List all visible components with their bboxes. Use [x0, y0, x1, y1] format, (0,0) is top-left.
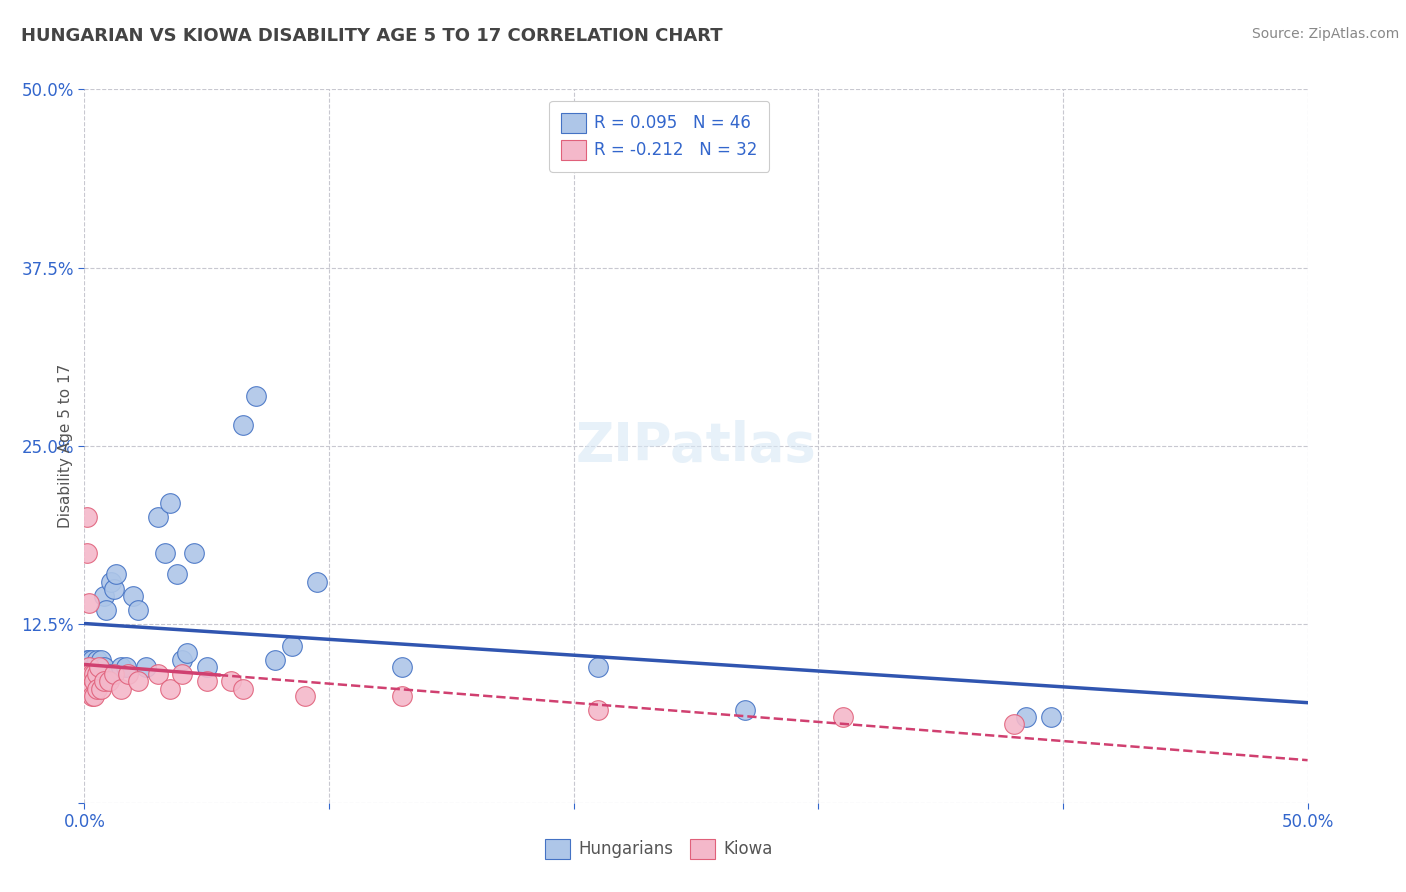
Point [159, 681, 181, 696]
Point [153, 546, 176, 560]
Point [80, 681, 103, 696]
Point [77, 667, 100, 681]
Point [264, 653, 287, 667]
Point [87, 660, 110, 674]
Point [117, 667, 139, 681]
Point [586, 703, 609, 717]
Text: ZIPatlas: ZIPatlas [575, 420, 817, 472]
Y-axis label: Disability Age 5 to 17: Disability Age 5 to 17 [58, 364, 73, 528]
Point [183, 546, 205, 560]
Point [110, 660, 132, 674]
Point [86, 681, 108, 696]
Point [1039, 710, 1062, 724]
Point [127, 674, 149, 689]
Point [734, 703, 756, 717]
Point [77, 653, 100, 667]
Point [172, 653, 194, 667]
Point [146, 667, 169, 681]
Point [90, 667, 112, 681]
Legend: Hungarians, Kiowa: Hungarians, Kiowa [538, 832, 780, 866]
Point [219, 674, 242, 689]
Point [122, 589, 145, 603]
Point [90, 653, 112, 667]
Point [76, 510, 98, 524]
Point [80, 653, 103, 667]
Point [245, 389, 267, 403]
Point [80, 660, 103, 674]
Point [176, 646, 198, 660]
Point [232, 417, 254, 432]
Point [77, 660, 100, 674]
Point [83, 667, 105, 681]
Point [305, 574, 328, 589]
Point [103, 582, 125, 596]
Point [1015, 710, 1038, 724]
Point [103, 667, 125, 681]
Point [93, 674, 115, 689]
Point [281, 639, 304, 653]
Point [586, 660, 609, 674]
Point [87, 667, 110, 681]
Point [90, 681, 112, 696]
Point [172, 667, 194, 681]
Point [391, 660, 413, 674]
Point [76, 660, 98, 674]
Point [391, 689, 413, 703]
Point [76, 546, 98, 560]
Point [115, 660, 138, 674]
Point [77, 660, 100, 674]
Point [83, 689, 105, 703]
Point [97, 674, 120, 689]
Point [83, 674, 105, 689]
Point [86, 674, 108, 689]
Point [96, 603, 118, 617]
Point [195, 674, 218, 689]
Point [1002, 717, 1025, 731]
Point [135, 660, 157, 674]
Text: HUNGARIAN VS KIOWA DISABILITY AGE 5 TO 17 CORRELATION CHART: HUNGARIAN VS KIOWA DISABILITY AGE 5 TO 1… [21, 27, 723, 45]
Point [80, 689, 103, 703]
Point [77, 596, 100, 610]
Text: Source: ZipAtlas.com: Source: ZipAtlas.com [1251, 27, 1399, 41]
Point [127, 603, 149, 617]
Point [232, 681, 254, 696]
Point [83, 660, 105, 674]
Point [100, 574, 122, 589]
Point [80, 667, 103, 681]
Point [93, 589, 115, 603]
Point [110, 681, 132, 696]
Point [86, 667, 108, 681]
Point [86, 653, 108, 667]
Point [83, 667, 105, 681]
Point [195, 660, 218, 674]
Point [159, 496, 181, 510]
Point [80, 667, 103, 681]
Point [831, 710, 853, 724]
Point [294, 689, 316, 703]
Point [86, 660, 108, 674]
Point [146, 510, 169, 524]
Point [105, 567, 128, 582]
Point [87, 660, 110, 674]
Point [97, 667, 120, 681]
Point [93, 660, 115, 674]
Point [166, 567, 188, 582]
Point [76, 653, 98, 667]
